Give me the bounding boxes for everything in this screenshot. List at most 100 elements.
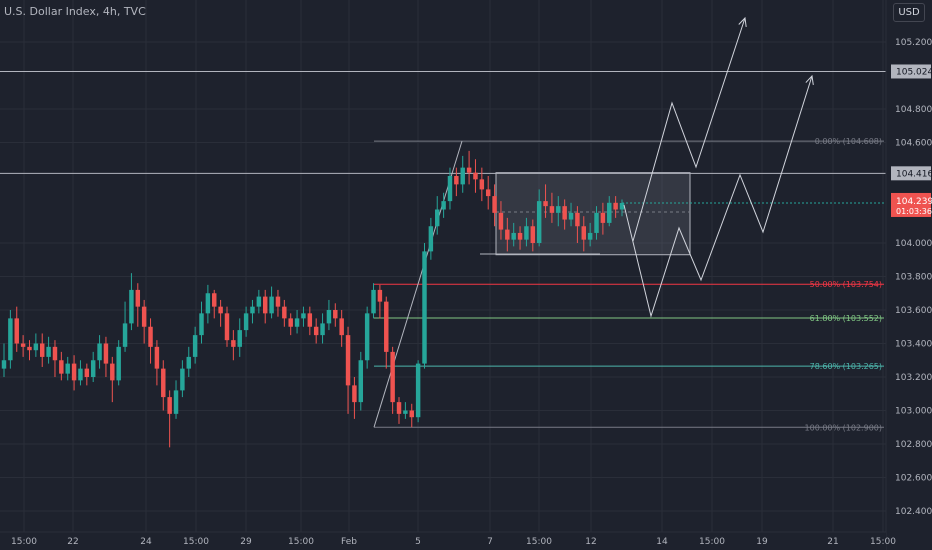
candle[interactable]: [218, 299, 223, 327]
candle[interactable]: [409, 403, 414, 428]
projection-path-0[interactable]: [632, 17, 746, 242]
candle[interactable]: [110, 356, 115, 403]
candle[interactable]: [441, 192, 446, 218]
candle[interactable]: [415, 360, 421, 423]
candle[interactable]: [575, 206, 580, 243]
candle[interactable]: [116, 340, 121, 386]
candle[interactable]: [84, 363, 90, 386]
candle[interactable]: [517, 226, 523, 250]
candle[interactable]: [52, 340, 58, 377]
candle[interactable]: [556, 196, 561, 227]
candle[interactable]: [256, 289, 262, 314]
candle[interactable]: [288, 313, 293, 336]
candle[interactable]: [479, 167, 485, 202]
candle[interactable]: [384, 296, 389, 369]
candle[interactable]: [364, 306, 370, 369]
candle[interactable]: [524, 217, 529, 247]
candle[interactable]: [224, 306, 230, 347]
candle[interactable]: [148, 318, 153, 364]
candle[interactable]: [505, 217, 510, 252]
candle[interactable]: [186, 346, 191, 377]
candle[interactable]: [173, 380, 179, 419]
projection-paths[interactable]: [623, 16, 814, 318]
candle[interactable]: [600, 202, 606, 235]
candle[interactable]: [352, 377, 357, 419]
currency-button[interactable]: USD: [893, 3, 925, 22]
candle[interactable]: [543, 184, 548, 218]
candle[interactable]: [307, 306, 313, 336]
candle[interactable]: [326, 299, 332, 331]
candle[interactable]: [536, 189, 542, 247]
candle[interactable]: [447, 167, 453, 210]
candle[interactable]: [390, 346, 395, 414]
price-axis[interactable]: [886, 0, 932, 550]
candle[interactable]: [129, 273, 134, 331]
candle[interactable]: [14, 306, 19, 352]
candle[interactable]: [275, 289, 281, 317]
candle[interactable]: [8, 310, 13, 369]
candle[interactable]: [613, 196, 618, 218]
candle[interactable]: [59, 351, 64, 381]
candle[interactable]: [90, 351, 96, 383]
consolidation-box[interactable]: [495, 172, 691, 256]
candle[interactable]: [192, 326, 198, 364]
fibonacci-retracement[interactable]: 0.00% (104.608) 50.00% (103.754) 61.80% (1…: [373, 137, 884, 432]
candle[interactable]: [237, 318, 242, 357]
candle[interactable]: [46, 336, 51, 364]
candle[interactable]: [282, 299, 287, 327]
candle[interactable]: [498, 201, 504, 240]
candle[interactable]: [403, 402, 408, 419]
candle[interactable]: [530, 219, 536, 252]
candle[interactable]: [568, 202, 574, 227]
candle[interactable]: [301, 306, 306, 327]
candle[interactable]: [269, 286, 274, 319]
candle[interactable]: [294, 310, 300, 334]
candle[interactable]: [71, 355, 77, 391]
candle[interactable]: [492, 184, 497, 227]
candle[interactable]: [180, 360, 185, 398]
projection-path-1[interactable]: [623, 75, 813, 318]
candle[interactable]: [396, 397, 402, 424]
candle[interactable]: [473, 159, 478, 193]
candle[interactable]: [135, 283, 141, 327]
candle[interactable]: [154, 340, 160, 386]
candle[interactable]: [435, 196, 440, 235]
candle[interactable]: [619, 199, 625, 217]
candle[interactable]: [594, 206, 599, 240]
candle[interactable]: [549, 192, 555, 223]
candle[interactable]: [78, 360, 83, 386]
candle[interactable]: [607, 196, 612, 227]
candle[interactable]: [33, 333, 39, 357]
candle[interactable]: [313, 318, 319, 344]
candle[interactable]: [466, 150, 472, 185]
candle[interactable]: [231, 330, 236, 361]
candle[interactable]: [587, 222, 593, 247]
candle[interactable]: [377, 284, 383, 319]
candle[interactable]: [27, 340, 32, 361]
candle[interactable]: [345, 326, 351, 414]
candle[interactable]: [333, 303, 338, 327]
candle[interactable]: [39, 333, 45, 367]
candle[interactable]: [371, 283, 376, 319]
candle[interactable]: [358, 351, 364, 411]
candle[interactable]: [339, 310, 344, 347]
candle[interactable]: [562, 199, 567, 230]
candle[interactable]: [20, 335, 26, 357]
candle[interactable]: [122, 301, 128, 352]
candle[interactable]: [1, 343, 7, 378]
candle[interactable]: [167, 390, 172, 448]
candle[interactable]: [103, 336, 109, 377]
candle[interactable]: [320, 313, 325, 344]
candle[interactable]: [581, 216, 587, 252]
candle[interactable]: [212, 289, 217, 319]
candle[interactable]: [262, 289, 268, 324]
candle[interactable]: [422, 243, 427, 369]
candle[interactable]: [161, 360, 166, 411]
candle[interactable]: [65, 356, 70, 381]
time-axis[interactable]: [0, 532, 886, 550]
candle[interactable]: [97, 335, 102, 369]
candle[interactable]: [428, 217, 434, 260]
fib-trend-line[interactable]: [373, 141, 463, 428]
candle[interactable]: [250, 299, 255, 324]
